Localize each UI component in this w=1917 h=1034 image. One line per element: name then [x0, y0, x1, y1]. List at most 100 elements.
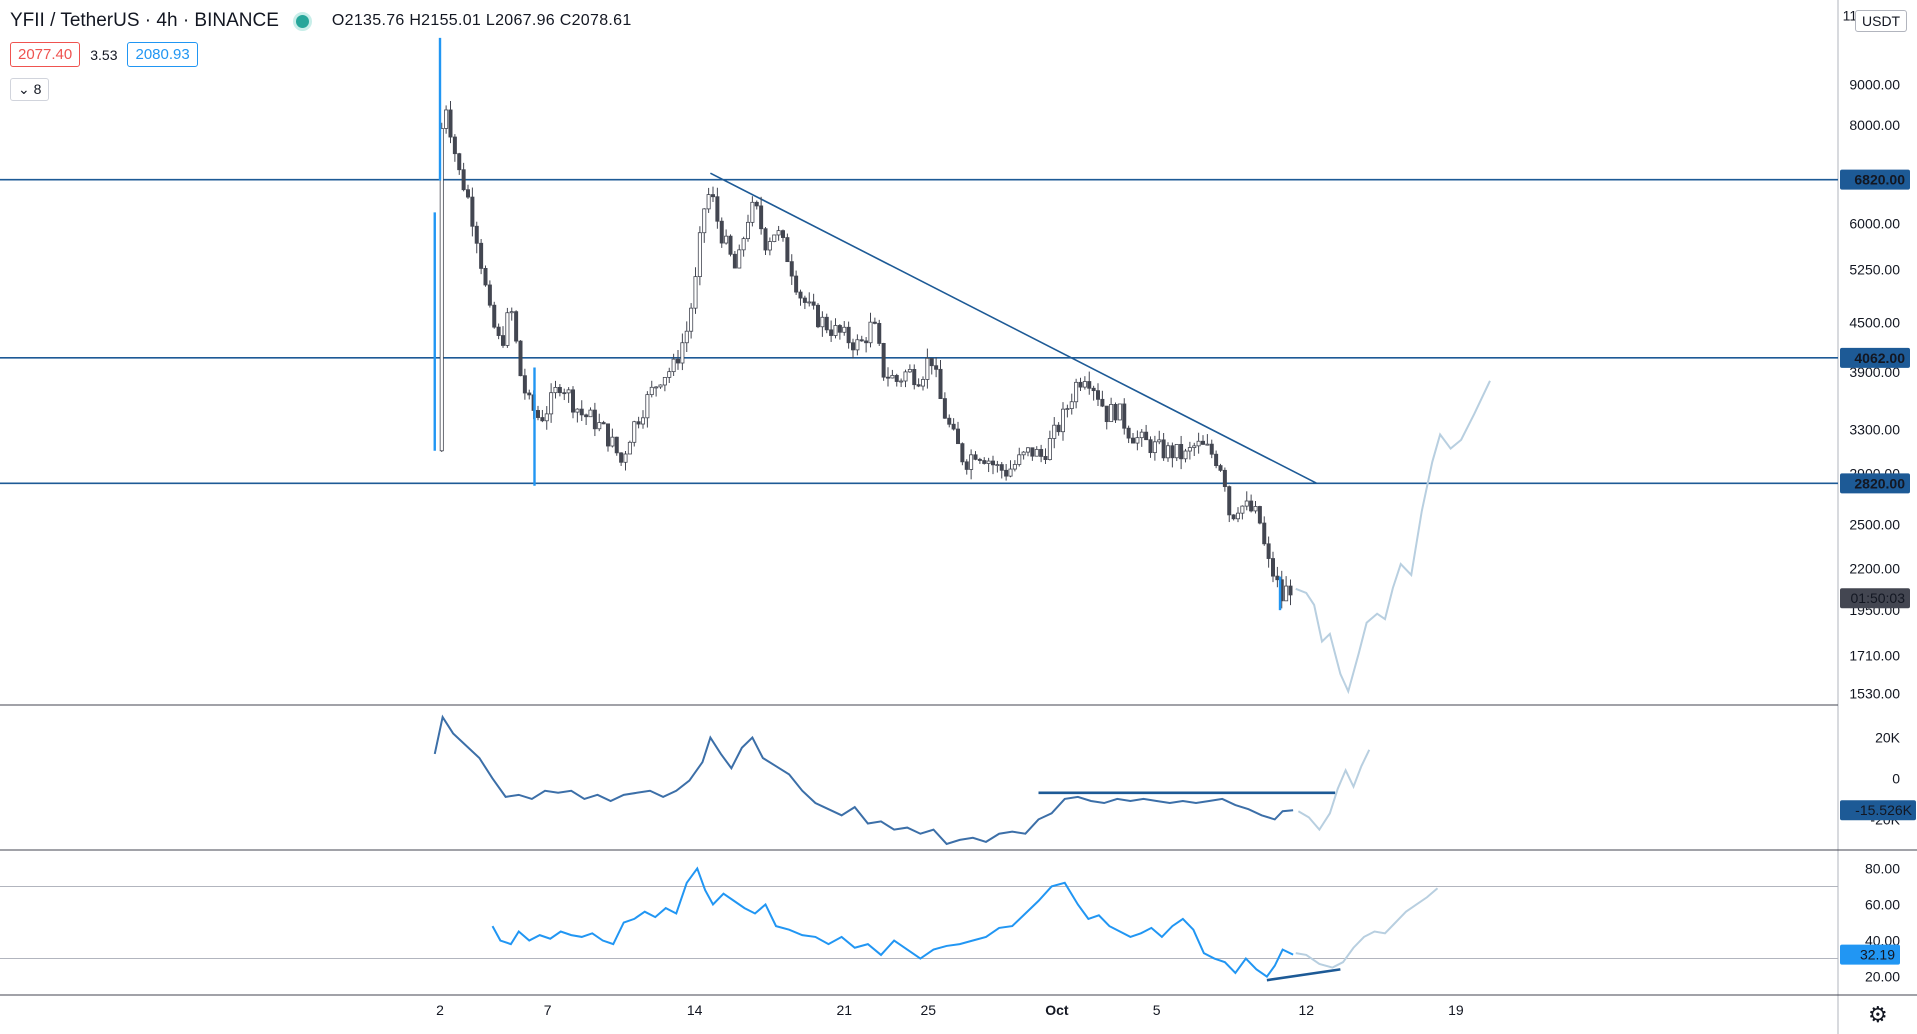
- candle-body: [1214, 453, 1219, 467]
- date-tick-label: 12: [1298, 1002, 1314, 1018]
- candle-body: [1161, 439, 1166, 459]
- candle-body: [536, 410, 541, 418]
- candle-body: [1012, 464, 1017, 470]
- candle-body: [610, 436, 615, 447]
- candle-body: [1030, 447, 1035, 457]
- candle-body: [1109, 404, 1114, 423]
- date-tick-label: 5: [1153, 1002, 1161, 1018]
- candle-body: [597, 422, 602, 430]
- candle-body: [1227, 486, 1232, 516]
- candle-body: [562, 392, 567, 395]
- candle-body: [1021, 451, 1026, 456]
- candle-body: [479, 242, 484, 269]
- candle-body: [829, 329, 834, 336]
- date-tick-label: 19: [1448, 1002, 1464, 1018]
- currency-label[interactable]: USDT: [1855, 10, 1908, 32]
- candle-body: [973, 454, 978, 460]
- sell-price-button[interactable]: 2077.40: [10, 42, 81, 67]
- candle-body: [903, 371, 908, 382]
- candle-body: [697, 232, 702, 278]
- candle-body: [995, 464, 1000, 466]
- price-tick-label: 6000.00: [1849, 216, 1900, 232]
- date-tick-label: Oct: [1045, 1002, 1069, 1018]
- candle-body: [557, 386, 562, 394]
- candle-body: [1257, 506, 1262, 524]
- candle-body: [789, 261, 794, 277]
- countdown-tag: [1840, 588, 1910, 609]
- indicators-toggle-button[interactable]: ⌄ 8: [10, 78, 50, 101]
- rsi-divergence-line: [1266, 968, 1341, 982]
- candle-body: [1065, 408, 1070, 410]
- candle-body: [509, 311, 514, 314]
- symbol-title[interactable]: YFII / TetherUS · 4h · BINANCE: [10, 10, 279, 31]
- price-tick-label: 2200.00: [1849, 561, 1900, 577]
- candle-body: [505, 312, 510, 346]
- rsi-last-tag: [1840, 944, 1900, 965]
- level-price-tag: [1840, 347, 1910, 368]
- candle-body: [890, 375, 895, 379]
- candle-body: [1196, 440, 1201, 447]
- rsi-last-label: 32.19: [1860, 947, 1895, 963]
- candle-body: [1187, 447, 1192, 452]
- candle-body: [741, 238, 746, 251]
- candle-body: [912, 369, 917, 386]
- candle-body: [859, 339, 864, 342]
- rsi-tick-label: 80.00: [1865, 860, 1900, 876]
- candle-body: [518, 340, 523, 377]
- gear-icon[interactable]: ⚙: [1868, 1002, 1888, 1027]
- level-price-label: 6820.00: [1854, 172, 1905, 188]
- candle-body: [947, 417, 952, 425]
- candle-body: [929, 357, 934, 367]
- price-tick-label: 1710.00: [1849, 647, 1900, 663]
- obv-last-label: -15.526K: [1855, 802, 1912, 818]
- candle-body: [1249, 500, 1254, 512]
- candle-body: [1288, 585, 1293, 596]
- date-tick-label: 14: [687, 1002, 703, 1018]
- candle-body: [645, 394, 650, 419]
- candle-body: [807, 301, 812, 304]
- rsi-tick-label: 20.00: [1865, 969, 1900, 985]
- candle-body: [1166, 445, 1171, 459]
- rsi-tick-label: 60.00: [1865, 896, 1900, 912]
- candle-body: [601, 422, 606, 425]
- rsi-projection-line: [1295, 887, 1439, 969]
- candle-body: [606, 423, 611, 447]
- candle-body: [798, 291, 803, 299]
- candle-body: [496, 326, 501, 336]
- candle-body: [492, 304, 497, 328]
- price-tick-label: 1530.00: [1849, 686, 1900, 702]
- candle-body: [1052, 424, 1057, 439]
- candle-body: [439, 128, 444, 452]
- level-price-tag: [1840, 473, 1910, 494]
- candle-body: [632, 421, 637, 443]
- candle-body: [579, 408, 584, 416]
- candle-body: [1069, 401, 1074, 409]
- candle-body: [619, 452, 624, 463]
- candle-body: [549, 392, 554, 415]
- obv-tick-label: 0: [1892, 770, 1900, 786]
- candle-body: [566, 389, 571, 394]
- candle-body: [986, 460, 991, 464]
- candle-body: [465, 189, 470, 198]
- candle-body: [662, 376, 667, 386]
- candle-body: [1131, 437, 1136, 444]
- candle-body: [571, 389, 576, 413]
- candle-body: [1017, 454, 1022, 465]
- candle-body: [676, 358, 681, 364]
- price-tick-label: 4500.00: [1849, 315, 1900, 331]
- candle-body: [470, 196, 475, 227]
- candle-body: [1192, 445, 1197, 448]
- date-tick-label: 25: [920, 1002, 936, 1018]
- candle-body: [715, 196, 720, 222]
- candle-body: [1039, 449, 1044, 457]
- candle-body: [942, 398, 947, 419]
- candle-body: [1087, 381, 1092, 389]
- candle-body: [1126, 427, 1131, 439]
- candle-body: [522, 375, 527, 394]
- buy-price-button[interactable]: 2080.93: [127, 42, 198, 67]
- candle-body: [680, 342, 685, 364]
- candle-body: [1034, 449, 1039, 457]
- date-tick-label: 21: [836, 1002, 852, 1018]
